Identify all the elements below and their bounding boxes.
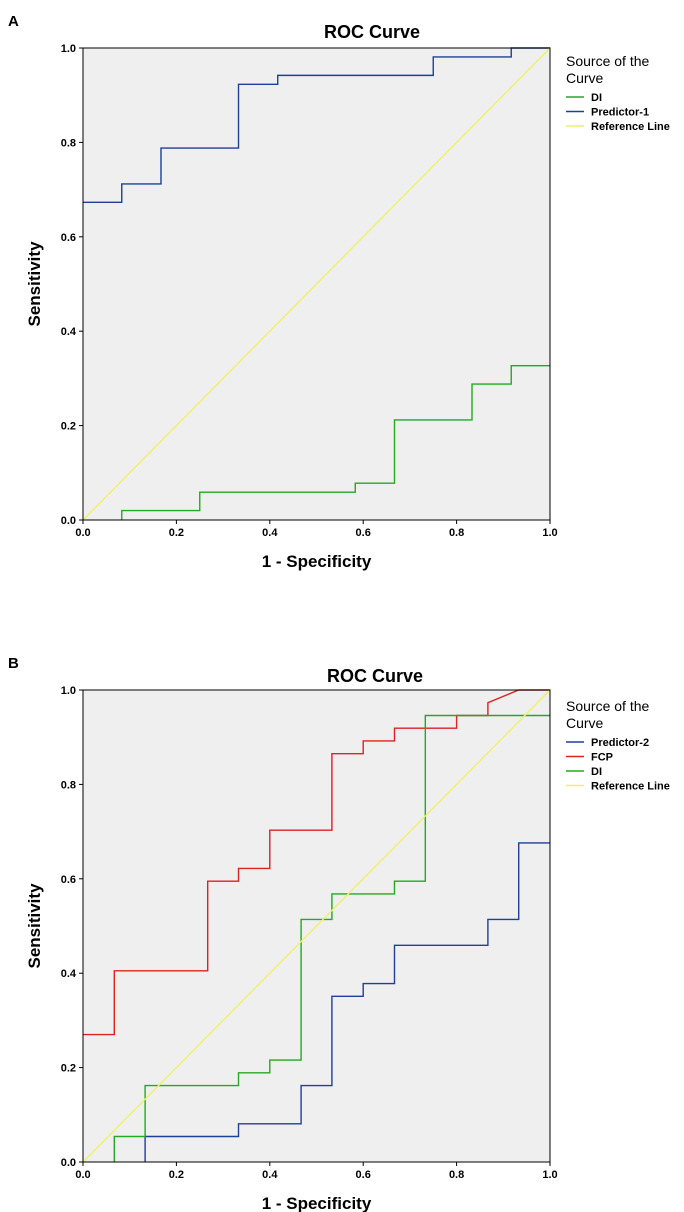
x-tick-label: 0.6 bbox=[356, 1169, 371, 1181]
y-tick-label: 0.8 bbox=[61, 137, 76, 149]
y-axis-label: Sensitivity bbox=[25, 241, 44, 327]
plot-frame bbox=[82, 689, 551, 1163]
x-tick-label: 0.2 bbox=[169, 1169, 184, 1181]
y-axis-label: Sensitivity bbox=[25, 883, 44, 969]
y-tick-label: 0.0 bbox=[61, 1157, 76, 1169]
x-axis-label: 1 - Specificity bbox=[262, 552, 372, 571]
chart-title: ROC Curve bbox=[327, 666, 423, 686]
plot-frame bbox=[82, 47, 551, 521]
panel-letter: B bbox=[8, 655, 19, 672]
y-tick-label: 1.0 bbox=[61, 43, 76, 55]
y-tick-label: 0.6 bbox=[61, 232, 76, 244]
chart-panel-a: A 0.0 0.2 0.4 0.6 0.8 1.0 0.0 0.2 0.4 0.6 0.8 1.0 ROC… bbox=[8, 13, 670, 571]
y-tick-label: 0.0 bbox=[61, 515, 76, 527]
x-tick-label: 0.0 bbox=[75, 1169, 90, 1181]
legend: Source of the Curve DI Predictor-1 Reference… bbox=[566, 53, 670, 133]
legend-entry: FCP bbox=[591, 752, 613, 764]
series-line-predictor-1 bbox=[83, 47, 550, 204]
series-line-reference-line bbox=[82, 689, 551, 1163]
y-tick-label: 0.6 bbox=[61, 874, 76, 886]
x-tick-label: 0.2 bbox=[169, 527, 184, 539]
x-tick-label: 0.4 bbox=[262, 1169, 278, 1181]
legend-entry: Predictor-2 bbox=[591, 737, 649, 749]
legend-title: Source of the Curve bbox=[566, 698, 649, 731]
legend: Source of the Curve Predictor-2 FCP DI Refere… bbox=[566, 698, 670, 793]
y-tick-label: 1.0 bbox=[61, 685, 76, 697]
legend-title: Source of the Curve bbox=[566, 53, 649, 86]
series-line-di bbox=[121, 364, 550, 520]
y-tick-label: 0.8 bbox=[61, 779, 76, 791]
legend-entry: DI bbox=[591, 92, 602, 104]
x-tick-label: 0.8 bbox=[449, 527, 464, 539]
x-tick-label: 1.0 bbox=[542, 527, 557, 539]
legend-entry: Reference Line bbox=[591, 781, 670, 793]
series-line-predictor-2 bbox=[144, 842, 550, 1162]
legend-entry: Predictor-1 bbox=[591, 107, 649, 119]
x-axis-label: 1 - Specificity bbox=[262, 1194, 372, 1212]
x-tick-label: 0.6 bbox=[356, 527, 371, 539]
y-tick-label: 0.2 bbox=[61, 1063, 76, 1075]
panel-letter: A bbox=[8, 13, 19, 30]
legend-entry: DI bbox=[591, 766, 602, 778]
x-tick-label: 0.8 bbox=[449, 1169, 464, 1181]
series-line-reference-line bbox=[82, 47, 551, 521]
chart-title: ROC Curve bbox=[324, 22, 420, 42]
y-tick-label: 0.4 bbox=[61, 968, 77, 980]
series-line-di bbox=[113, 714, 550, 1162]
y-tick-label: 0.2 bbox=[61, 421, 76, 433]
x-tick-label: 1.0 bbox=[542, 1169, 557, 1181]
x-tick-label: 0.4 bbox=[262, 527, 278, 539]
legend-entry: Reference Line bbox=[591, 121, 670, 133]
y-tick-label: 0.4 bbox=[61, 326, 77, 338]
x-tick-label: 0.0 bbox=[75, 527, 90, 539]
chart-panel-b: B 0.0 0.2 0.4 0.6 0.8 1.0 0.0 0.2 0.4 0.6 0.8 1.0 ROC… bbox=[8, 655, 670, 1212]
